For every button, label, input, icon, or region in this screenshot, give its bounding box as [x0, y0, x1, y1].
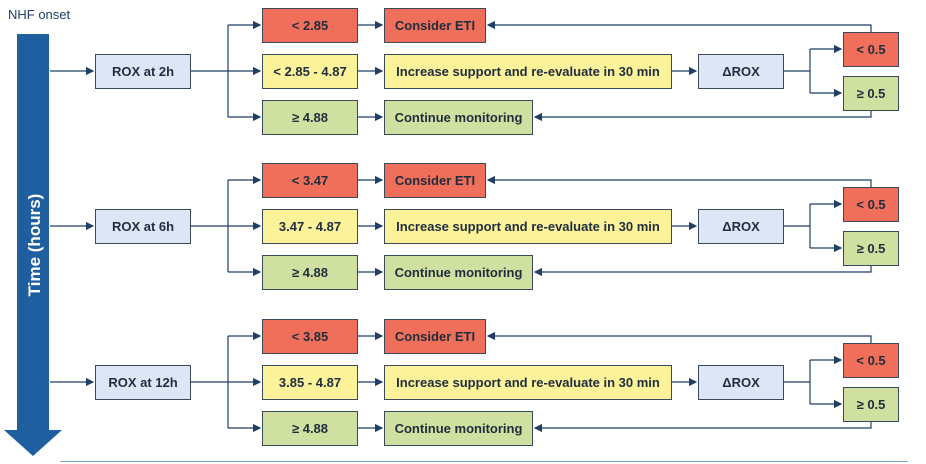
delta-high-feedback-arrow [533, 422, 872, 433]
delta-high-feedback-arrow [533, 111, 872, 122]
threshold-mid-box: < 2.85 - 4.87 [262, 54, 358, 89]
delta-high-box: ≥ 0.5 [843, 231, 899, 266]
continue-monitoring-box: Continue monitoring [384, 411, 533, 446]
bottom-divider [60, 461, 908, 462]
threshold-low-box: < 3.85 [262, 319, 358, 354]
delta-high-box: ≥ 0.5 [843, 387, 899, 422]
threshold-low-box: < 2.85 [262, 8, 358, 43]
delta-low-box: < 0.5 [843, 343, 899, 378]
consider-eti-box: Consider ETI [384, 319, 486, 354]
threshold-high-box: ≥ 4.88 [262, 411, 358, 446]
rox-timepoint-box: ROX at 6h [95, 209, 191, 244]
continue-monitoring-box: Continue monitoring [384, 255, 533, 290]
delta-low-feedback-arrow [486, 175, 872, 187]
continue-monitoring-box: Continue monitoring [384, 100, 533, 135]
delta-high-feedback-arrow [533, 266, 872, 277]
increase-support-box: Increase support and re-evaluate in 30 m… [384, 209, 672, 244]
delta-rox-box: ΔROX [698, 365, 784, 400]
delta-high-box: ≥ 0.5 [843, 76, 899, 111]
increase-support-box: Increase support and re-evaluate in 30 m… [384, 54, 672, 89]
consider-eti-box: Consider ETI [384, 8, 486, 43]
delta-rox-box: ΔROX [698, 54, 784, 89]
threshold-high-box: ≥ 4.88 [262, 100, 358, 135]
delta-low-box: < 0.5 [843, 32, 899, 67]
delta-rox-box: ΔROX [698, 209, 784, 244]
threshold-mid-box: 3.85 - 4.87 [262, 365, 358, 400]
threshold-low-box: < 3.47 [262, 163, 358, 198]
delta-low-feedback-arrow [486, 331, 872, 343]
consider-eti-box: Consider ETI [384, 163, 486, 198]
threshold-mid-box: 3.47 - 4.87 [262, 209, 358, 244]
time-axis-label: Time (hours) [25, 193, 44, 297]
rox-timepoint-box: ROX at 2h [95, 54, 191, 89]
threshold-high-box: ≥ 4.88 [262, 255, 358, 290]
delta-low-feedback-arrow [486, 20, 872, 32]
increase-support-box: Increase support and re-evaluate in 30 m… [384, 365, 672, 400]
delta-low-box: < 0.5 [843, 187, 899, 222]
nhf-onset-label: NHF onset [8, 7, 71, 22]
rox-timepoint-box: ROX at 12h [95, 365, 191, 400]
time-arrow [4, 34, 62, 456]
